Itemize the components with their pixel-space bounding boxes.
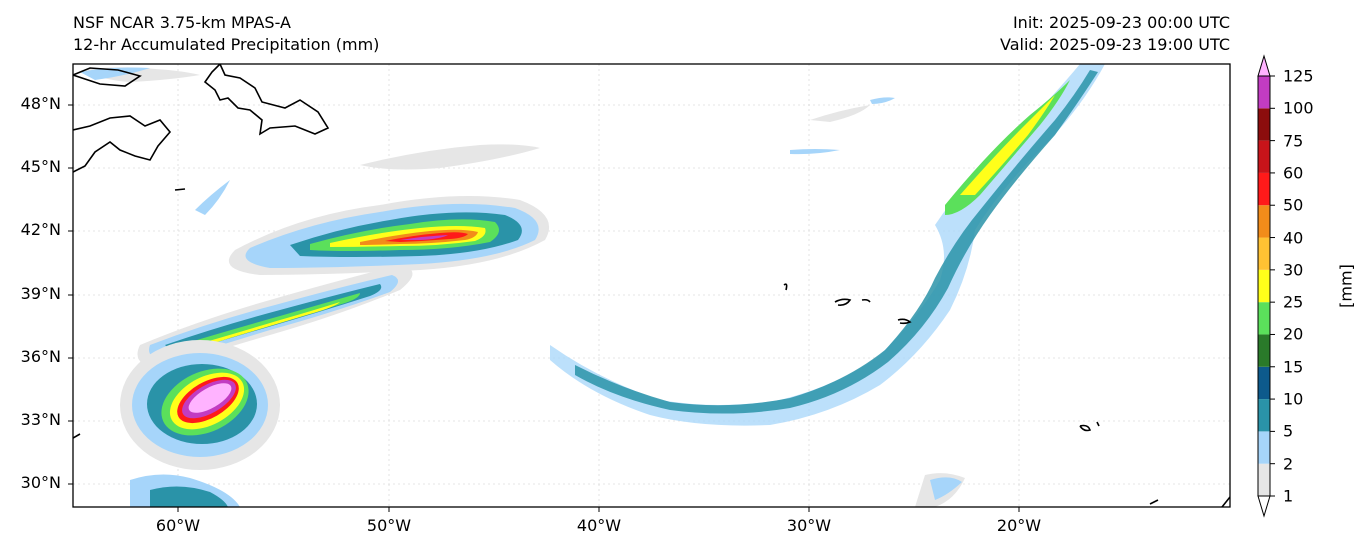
- axis-ticks: [68, 104, 1020, 512]
- precip-band-north: [228, 196, 550, 275]
- colorbar-tick-label: 30: [1283, 260, 1304, 280]
- lat-label-39n: 39°N: [20, 284, 61, 303]
- colorbar-segment: [1258, 366, 1270, 400]
- colorbar-tick-label: 20: [1283, 324, 1304, 344]
- lat-label-45n: 45°N: [20, 157, 61, 176]
- init-time: Init: 2025-09-23 00:00 UTC: [1012, 13, 1230, 32]
- colorbar-tick-label: 40: [1283, 228, 1304, 248]
- colorbar-tick-label: 60: [1283, 163, 1304, 183]
- lat-label-36n: 36°N: [20, 347, 61, 366]
- lon-label-50w: 50°W: [366, 516, 412, 535]
- colorbar-extend-max: [1257, 54, 1271, 77]
- coastlines: [73, 64, 1230, 507]
- lon-label-20w: 20°W: [996, 516, 1042, 535]
- colorbar-segment: [1258, 205, 1270, 238]
- field-title: 12-hr Accumulated Precipitation (mm): [73, 35, 380, 54]
- colorbar: [1257, 54, 1275, 518]
- model-title: NSF NCAR 3.75-km MPAS-A: [73, 13, 291, 32]
- precip-scattered-blue: [80, 67, 962, 500]
- map-frame: [72, 63, 1231, 508]
- colorbar-segment: [1258, 302, 1270, 335]
- colorbar-tick-label: 2: [1283, 454, 1294, 474]
- colorbar-tick-label: 50: [1283, 195, 1304, 215]
- valid-time: Valid: 2025-09-23 19:00 UTC: [999, 35, 1230, 54]
- colorbar-segment: [1258, 237, 1270, 270]
- colorbar-segment: [1258, 140, 1270, 173]
- precip-band-arc: [550, 64, 1105, 426]
- colorbar-tick-label: 5: [1283, 421, 1294, 441]
- lat-label-33n: 33°N: [20, 410, 61, 429]
- colorbar-tick-label: 100: [1283, 98, 1314, 118]
- colorbar-segment: [1258, 399, 1270, 432]
- precip-band-middle: [137, 265, 413, 370]
- lat-label-48n: 48°N: [20, 94, 61, 113]
- colorbar-segment: [1258, 76, 1270, 109]
- colorbar-tick-label: 10: [1283, 389, 1304, 409]
- colorbar-unit: [mm]: [1336, 264, 1356, 308]
- colorbar-segment: [1258, 108, 1270, 141]
- colorbar-segment: [1258, 431, 1270, 464]
- colorbar-outline: [1257, 75, 1271, 497]
- colorbar-tick-label: 1: [1283, 486, 1294, 506]
- colorbar-tick-label: 75: [1283, 131, 1304, 151]
- colorbar-tick-label: 125: [1283, 66, 1314, 86]
- colorbar-tick-label: 25: [1283, 292, 1304, 312]
- colorbar-segment: [1258, 463, 1270, 496]
- colorbar-extend-min: [1257, 495, 1271, 518]
- precip-hurricane: [120, 340, 280, 507]
- lat-label-42n: 42°N: [20, 220, 61, 239]
- colorbar-tick-label: 15: [1283, 357, 1304, 377]
- lat-label-30n: 30°N: [20, 473, 61, 492]
- colorbar-segment: [1258, 334, 1270, 367]
- colorbar-segment: [1258, 269, 1270, 303]
- map-area: [73, 64, 1230, 507]
- lon-label-30w: 30°W: [786, 516, 832, 535]
- lon-label-40w: 40°W: [576, 516, 622, 535]
- colorbar-segment: [1258, 172, 1270, 206]
- lon-label-60w: 60°W: [155, 516, 201, 535]
